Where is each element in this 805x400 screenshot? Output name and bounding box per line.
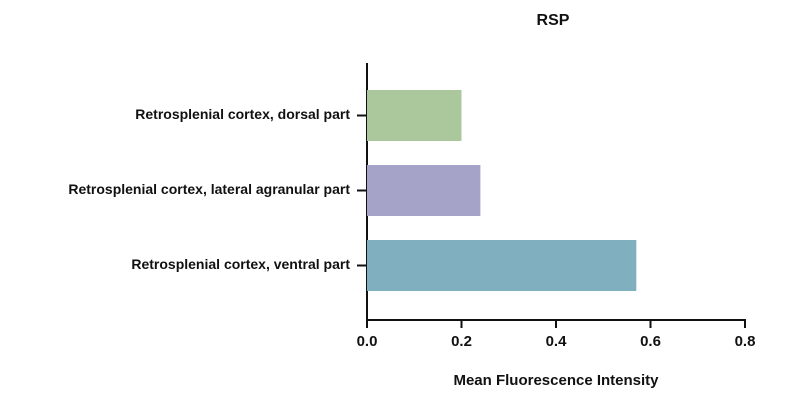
x-tick-label: 0.6: [640, 333, 661, 350]
x-tick-label: 0.4: [546, 333, 568, 350]
x-tick-label: 0.8: [735, 333, 756, 350]
x-axis-label: Mean Fluorescence Intensity: [453, 372, 659, 389]
x-tick-label: 0.0: [357, 333, 378, 350]
y-tick-label: Retrosplenial cortex, ventral part: [131, 256, 350, 272]
bar: [367, 90, 462, 141]
y-tick-label: Retrosplenial cortex, lateral agranular …: [68, 181, 350, 197]
bar: [367, 240, 637, 291]
chart-title: RSP: [537, 12, 570, 29]
bar: [367, 165, 481, 216]
x-tick-label: 0.2: [451, 333, 472, 350]
y-tick-label: Retrosplenial cortex, dorsal part: [135, 106, 350, 122]
